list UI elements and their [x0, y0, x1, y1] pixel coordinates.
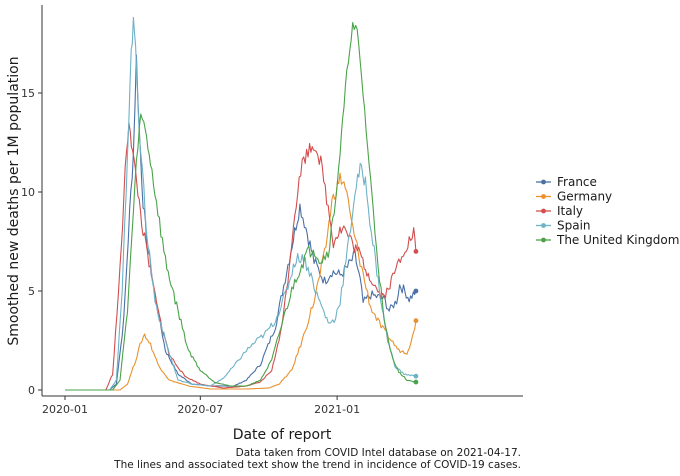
- series-end-point-italy: [413, 249, 419, 254]
- series-lines: [65, 16, 417, 391]
- series-line-spain: [65, 16, 417, 391]
- x-tick-label: 2021-01: [314, 403, 360, 416]
- caption-line-2: The lines and associated text show the t…: [113, 459, 521, 471]
- series-line-italy: [65, 122, 417, 391]
- x-ticks: 2020-01 2020-07 2021-01: [42, 396, 360, 416]
- legend-marker: [541, 208, 546, 214]
- caption-line-1: Data taken from COVID Intel database on …: [236, 447, 521, 459]
- legend-marker: [541, 194, 546, 199]
- legend-label: Germany: [557, 190, 612, 204]
- series-line-germany: [65, 172, 417, 391]
- legend-marker: [541, 237, 546, 243]
- plot-area: 0 5 10 15 2020-01 2020-07 2021-01: [21, 5, 523, 416]
- legend-item: Spain: [536, 219, 591, 233]
- legend-item: Germany: [536, 190, 612, 204]
- y-tick-label: 15: [21, 87, 35, 100]
- series-end-point-the-united-kingdom: [413, 379, 419, 385]
- y-tick-label: 5: [28, 285, 35, 298]
- series-end-point-france: [413, 288, 419, 294]
- series-line-the-united-kingdom: [65, 22, 417, 391]
- series-end-point-spain: [413, 373, 419, 379]
- series-line-france: [65, 54, 417, 391]
- x-tick-label: 2020-01: [42, 403, 88, 416]
- x-axis-title: Date of report: [233, 427, 332, 443]
- legend-item: The United Kingdom: [536, 233, 679, 247]
- series-end-point-germany: [413, 318, 419, 324]
- legend-item: France: [536, 175, 597, 189]
- legend-label: The United Kingdom: [556, 233, 679, 247]
- legend-marker: [541, 223, 546, 228]
- series-end-points: [413, 249, 419, 385]
- legend-item: Italy: [536, 204, 583, 218]
- y-tick-label: 0: [28, 384, 35, 397]
- x-tick-label: 2020-07: [177, 403, 223, 416]
- legend-label: Spain: [557, 219, 591, 233]
- legend-marker: [541, 179, 546, 185]
- legend-label: France: [557, 175, 597, 189]
- y-ticks: 0 5 10 15: [21, 87, 42, 397]
- legend-label: Italy: [557, 204, 583, 218]
- y-axis-title: Smoothed new deaths per 1M population: [6, 56, 22, 345]
- y-tick-label: 10: [21, 186, 35, 199]
